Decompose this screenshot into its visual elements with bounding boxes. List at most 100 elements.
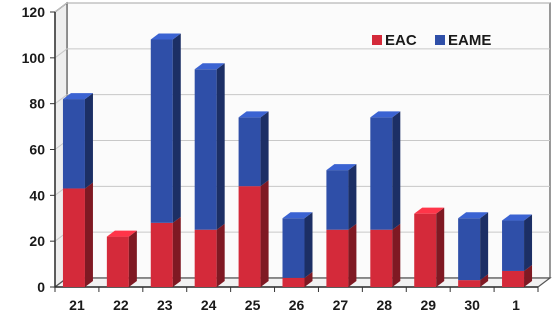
legend-swatch-eac — [372, 35, 382, 45]
bar-side — [436, 207, 445, 287]
bar-front — [414, 213, 437, 287]
bar-eac-27 — [326, 223, 357, 287]
gridline-side — [54, 48, 68, 59]
bar-front — [238, 186, 261, 287]
bar-side — [260, 111, 269, 187]
bar-group-23 — [150, 33, 181, 287]
bar-front — [194, 69, 217, 230]
legend-label-eac: EAC — [385, 32, 417, 49]
bar-side — [348, 164, 357, 230]
y-tick-label: 0 — [37, 279, 45, 295]
bar-eac-26 — [282, 271, 313, 287]
x-tick-label: 21 — [69, 297, 85, 313]
bar-side — [392, 223, 401, 287]
bar-front — [282, 277, 305, 287]
bar-eame-1 — [502, 214, 533, 271]
bar-side — [524, 214, 533, 271]
bar-front — [194, 229, 217, 287]
bar-top — [106, 230, 137, 237]
bar-group-29 — [414, 207, 445, 287]
bar-top — [326, 164, 357, 171]
bar-front — [458, 280, 481, 287]
bar-group-1 — [502, 214, 533, 287]
y-tick-label: 100 — [22, 50, 46, 66]
x-tick-label: 30 — [464, 297, 480, 313]
bar-side — [304, 212, 313, 278]
x-tick-label: 26 — [289, 297, 305, 313]
y-tick-label: 40 — [29, 187, 45, 203]
bar-top — [282, 212, 313, 219]
bar-eac-22 — [106, 230, 137, 287]
bar-side — [480, 274, 489, 287]
bar-front — [370, 229, 393, 287]
y-tick-label: 60 — [29, 142, 45, 158]
bar-side — [480, 212, 489, 281]
bar-group-28 — [370, 111, 401, 287]
bar-top — [370, 111, 401, 118]
x-tick-label: 29 — [420, 297, 436, 313]
bar-eac-28 — [370, 223, 401, 287]
y-tick-labels: 0 20 40 60 80 100 120 — [22, 4, 55, 295]
bar-top — [502, 214, 533, 221]
bar-eac-29 — [414, 207, 445, 287]
legend-swatch-eame — [435, 35, 445, 45]
bar-side — [392, 111, 401, 230]
bar-group-26 — [282, 212, 313, 287]
bar-front — [150, 222, 173, 287]
bar-eac-24 — [194, 223, 225, 287]
bar-front — [502, 270, 525, 287]
bar-front — [326, 229, 349, 287]
bar-group-27 — [326, 164, 357, 287]
bar-side — [260, 180, 269, 287]
bar-front — [62, 99, 85, 189]
legend: EAC EAME — [372, 32, 491, 49]
bar-front — [458, 218, 481, 281]
bar-top — [238, 111, 269, 118]
bar-top — [150, 33, 181, 40]
bar-side — [524, 264, 533, 287]
bar-top — [62, 93, 93, 100]
x-tick-label: 23 — [157, 297, 173, 313]
bar-side — [216, 63, 225, 230]
bar-side — [216, 223, 225, 287]
bar-group-30 — [458, 212, 489, 287]
bar-eac-25 — [238, 180, 269, 287]
bar-group-25 — [238, 111, 269, 287]
bars — [62, 33, 533, 287]
bar-eame-23 — [150, 33, 181, 223]
bar-eac-1 — [502, 264, 533, 287]
x-tick-label: 27 — [333, 297, 349, 313]
bar-eame-24 — [194, 63, 225, 230]
bar-side — [304, 271, 313, 287]
bar-eame-25 — [238, 111, 269, 187]
bar-group-22 — [106, 230, 137, 287]
bar-group-21 — [62, 93, 93, 287]
bar-eame-30 — [458, 212, 489, 281]
bar-side — [172, 33, 181, 223]
bar-top — [414, 207, 445, 214]
bar-side — [172, 216, 181, 287]
gridline-side — [54, 2, 68, 13]
bar-top — [194, 63, 225, 70]
bar-front — [370, 117, 393, 230]
bar-eac-30 — [458, 274, 489, 287]
bar-group-24 — [194, 63, 225, 287]
bar-eame-26 — [282, 212, 313, 278]
x-tick-labels: 21 22 23 24 25 26 27 28 29 30 1 — [54, 287, 539, 313]
x-tick-label: 28 — [377, 297, 393, 313]
bar-eame-21 — [62, 93, 93, 189]
bar-eame-27 — [326, 164, 357, 230]
bar-front — [326, 170, 349, 230]
y-tick-label: 20 — [29, 233, 45, 249]
bar-top — [458, 212, 489, 219]
y-tick-label: 80 — [29, 96, 45, 112]
bar-side — [84, 182, 93, 287]
x-tick-label: 22 — [113, 297, 129, 313]
bar-side — [84, 93, 93, 189]
gridline-side — [54, 94, 68, 105]
bar-front — [150, 39, 173, 223]
bar-front — [502, 220, 525, 271]
bar-front — [106, 236, 129, 287]
